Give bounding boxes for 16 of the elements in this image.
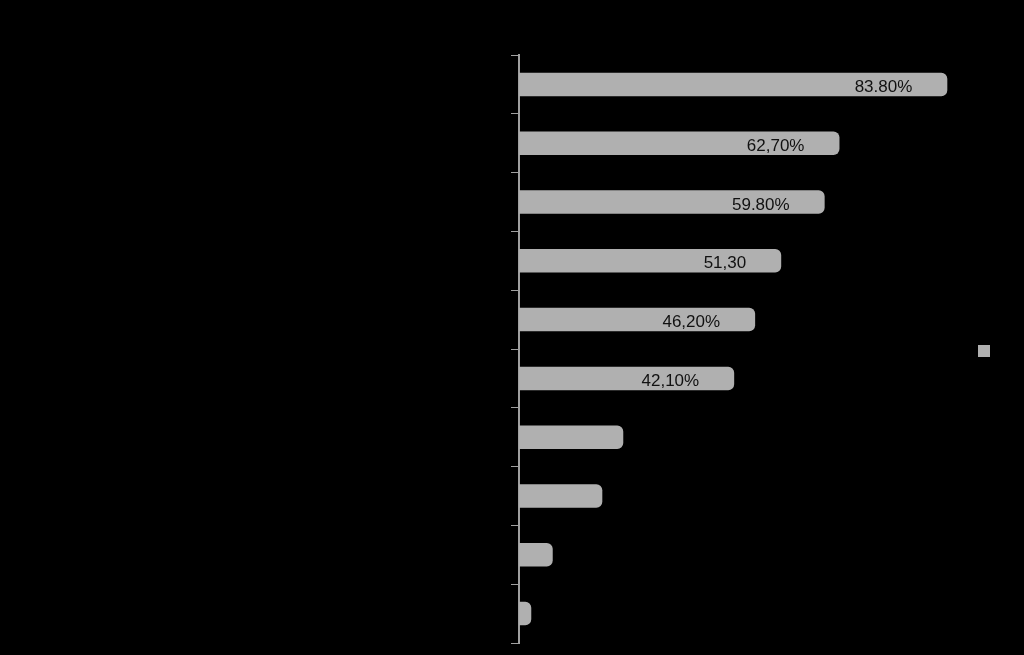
bar bbox=[519, 543, 553, 567]
data-label: 42,10% bbox=[641, 371, 700, 391]
bar bbox=[519, 307, 756, 332]
data-label: 62,70% bbox=[746, 135, 805, 155]
data-label: 83.80% bbox=[854, 77, 913, 97]
bar bbox=[519, 366, 735, 391]
bar bbox=[519, 601, 532, 626]
bar bbox=[519, 484, 603, 508]
bar bbox=[519, 249, 782, 273]
data-label: 51,30 bbox=[703, 253, 747, 273]
data-label: 59.80% bbox=[731, 194, 790, 214]
bar bbox=[519, 72, 948, 97]
bar bbox=[519, 131, 840, 155]
bar bbox=[519, 190, 825, 214]
bar bbox=[519, 425, 624, 449]
data-label: 46,20% bbox=[662, 312, 721, 332]
